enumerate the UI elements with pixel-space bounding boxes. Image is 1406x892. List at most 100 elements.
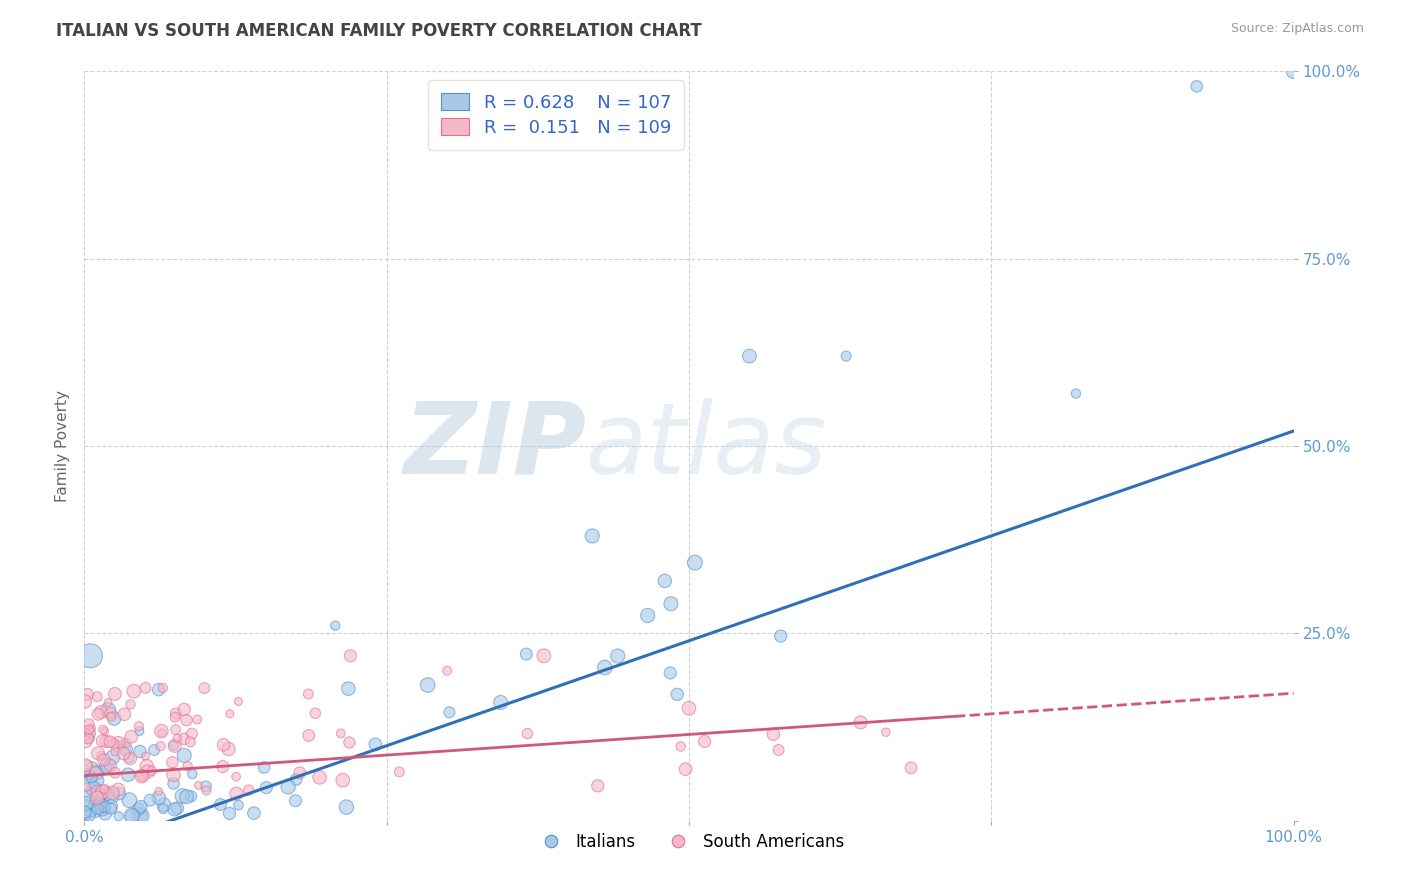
Point [77, 723, 100, 737]
Point [104, 744, 127, 758]
Point [86, 789, 108, 804]
Point [86, 765, 108, 780]
Point [128, 719, 150, 733]
Point [297, 687, 319, 701]
Point [134, 749, 156, 764]
Point [83, 798, 105, 813]
Point [76, 758, 98, 772]
Point [364, 737, 387, 751]
Point [77, 771, 100, 785]
Point [79, 804, 101, 818]
Point [128, 802, 150, 816]
Point [659, 665, 682, 680]
Point [284, 794, 307, 808]
Point [101, 786, 124, 800]
Point [152, 801, 174, 815]
Point [100, 758, 122, 772]
Point [110, 739, 132, 753]
Point [80, 721, 103, 735]
Point [90, 748, 112, 763]
Point [76, 797, 98, 811]
Point [77, 731, 100, 745]
Point [228, 694, 250, 708]
Point [666, 687, 689, 701]
Point [87, 802, 110, 816]
Point [238, 783, 260, 797]
Point [606, 648, 628, 663]
Point [323, 618, 346, 632]
Point [118, 793, 141, 807]
Point [114, 742, 136, 756]
Point [120, 751, 142, 765]
Point [179, 735, 201, 749]
Text: ITALIAN VS SOUTH AMERICAN FAMILY POVERTY CORRELATION CHART: ITALIAN VS SOUTH AMERICAN FAMILY POVERTY… [56, 22, 702, 40]
Point [176, 789, 198, 804]
Point [121, 810, 143, 824]
Point [285, 772, 308, 787]
Point [87, 785, 110, 799]
Point [181, 767, 204, 781]
Point [586, 779, 609, 793]
Point [76, 807, 98, 822]
Point [225, 787, 247, 801]
Point [100, 710, 122, 724]
Point [100, 799, 122, 814]
Point [515, 647, 537, 661]
Point [173, 731, 195, 746]
Point [120, 730, 142, 744]
Point [439, 705, 461, 719]
Point [112, 707, 135, 722]
Point [693, 734, 716, 748]
Point [337, 735, 360, 749]
Point [96, 761, 118, 775]
Point [304, 706, 326, 721]
Point [82, 760, 104, 774]
Point [73, 694, 96, 708]
Point [211, 759, 233, 773]
Point [77, 717, 100, 731]
Point [172, 789, 194, 803]
Point [683, 556, 706, 570]
Point [91, 723, 114, 737]
Point [98, 734, 121, 748]
Point [253, 760, 276, 774]
Point [104, 687, 127, 701]
Point [86, 773, 108, 788]
Point [218, 742, 240, 756]
Point [243, 806, 266, 821]
Point [176, 713, 198, 727]
Point [83, 781, 105, 796]
Point [277, 780, 299, 794]
Point [87, 747, 110, 761]
Point [180, 727, 202, 741]
Point [149, 739, 172, 753]
Text: Source: ZipAtlas.com: Source: ZipAtlas.com [1230, 22, 1364, 36]
Legend: Italians, South Americans: Italians, South Americans [527, 826, 851, 857]
Point [153, 797, 176, 812]
Point [86, 789, 108, 803]
Point [166, 801, 188, 815]
Point [141, 764, 163, 778]
Point [79, 788, 101, 802]
Point [148, 682, 170, 697]
Point [93, 724, 115, 739]
Point [131, 768, 153, 782]
Point [75, 806, 97, 821]
Point [332, 773, 354, 788]
Point [91, 734, 114, 748]
Point [288, 765, 311, 780]
Point [77, 731, 100, 746]
Point [163, 739, 186, 753]
Point [93, 800, 115, 814]
Point [180, 789, 202, 804]
Point [581, 529, 603, 543]
Point [875, 725, 897, 739]
Point [165, 706, 187, 721]
Point [97, 696, 120, 710]
Point [148, 790, 170, 805]
Point [768, 743, 790, 757]
Point [675, 762, 697, 776]
Point [195, 783, 218, 797]
Point [122, 684, 145, 698]
Point [94, 798, 117, 813]
